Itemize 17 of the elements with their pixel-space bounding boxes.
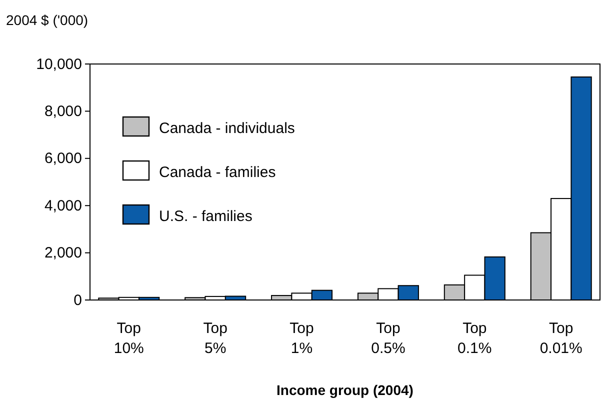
y-tick-label: 0 [74, 292, 82, 309]
x-tick-label: Top 5% [203, 320, 228, 357]
y-tick-label: 10,000 [36, 56, 82, 73]
y-tick-label: 6,000 [44, 150, 82, 168]
x-tick-label: Top 0.5% [371, 320, 406, 357]
y-tick-label: 8,000 [44, 103, 82, 120]
legend-label: Canada - families [159, 164, 276, 181]
y-tick-label: 2,000 [44, 244, 82, 262]
x-axis-title: Income group (2004) [276, 382, 414, 398]
x-tick-label: Top 0.01% [540, 320, 582, 357]
x-tick-label: Top 10% [114, 320, 144, 357]
legend-label: Canada - individuals [159, 120, 295, 137]
x-tick-label: Top 1% [290, 320, 314, 357]
y-tick-label: 4,000 [44, 197, 82, 214]
x-tick-label: Top 0.1% [458, 320, 492, 357]
y-axis-title: 2004 $ ('000) [6, 12, 88, 28]
legend-label: U.S. - families [159, 208, 252, 225]
